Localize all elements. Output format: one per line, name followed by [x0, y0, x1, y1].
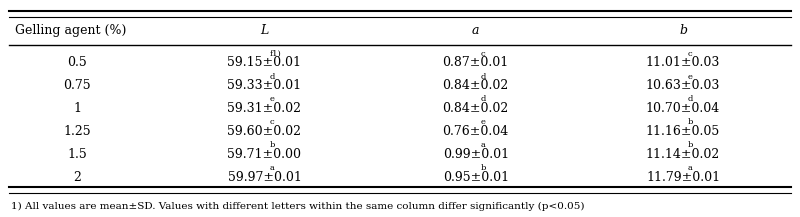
Text: 59.60±0.02: 59.60±0.02: [227, 125, 302, 138]
Text: b: b: [679, 24, 687, 37]
Text: e: e: [688, 72, 693, 81]
Text: a: a: [481, 141, 486, 149]
Text: 0.99±0.01: 0.99±0.01: [442, 148, 509, 161]
Text: 1.25: 1.25: [63, 125, 91, 138]
Text: c: c: [270, 118, 274, 126]
Text: 0.87±0.01: 0.87±0.01: [442, 56, 509, 69]
Text: 0.5: 0.5: [67, 56, 87, 69]
Text: 0.84±0.02: 0.84±0.02: [442, 79, 509, 92]
Text: 59.97±0.01: 59.97±0.01: [227, 171, 302, 184]
Text: 59.33±0.01: 59.33±0.01: [227, 79, 302, 92]
Text: f1): f1): [270, 49, 281, 58]
Text: a: a: [688, 164, 693, 172]
Text: c: c: [481, 49, 486, 58]
Text: c: c: [688, 49, 693, 58]
Text: 0.75: 0.75: [63, 79, 91, 92]
Text: e: e: [481, 118, 486, 126]
Text: L: L: [260, 24, 269, 37]
Text: 0.95±0.01: 0.95±0.01: [442, 171, 509, 184]
Text: 11.14±0.02: 11.14±0.02: [646, 148, 720, 161]
Text: b: b: [481, 164, 486, 172]
Text: 1.5: 1.5: [67, 148, 87, 161]
Text: 11.16±0.05: 11.16±0.05: [646, 125, 720, 138]
Text: Gelling agent (%): Gelling agent (%): [15, 24, 126, 37]
Text: 59.71±0.00: 59.71±0.00: [227, 148, 302, 161]
Text: 1) All values are mean±SD. Values with different letters within the same column : 1) All values are mean±SD. Values with d…: [11, 201, 585, 210]
Text: 59.31±0.02: 59.31±0.02: [227, 102, 302, 115]
Text: 2: 2: [73, 171, 81, 184]
Text: 11.79±0.01: 11.79±0.01: [646, 171, 720, 184]
Text: e: e: [270, 95, 274, 104]
Text: 10.63±0.03: 10.63±0.03: [646, 79, 720, 92]
Text: 0.84±0.02: 0.84±0.02: [442, 102, 509, 115]
Text: 0.76±0.04: 0.76±0.04: [442, 125, 509, 138]
Text: 1: 1: [73, 102, 81, 115]
Text: a: a: [472, 24, 479, 37]
Text: b: b: [688, 141, 694, 149]
Text: a: a: [270, 164, 274, 172]
Text: 11.01±0.03: 11.01±0.03: [646, 56, 720, 69]
Text: d: d: [481, 95, 486, 104]
Text: d: d: [481, 72, 486, 81]
Text: b: b: [270, 141, 274, 149]
Text: d: d: [270, 72, 274, 81]
Text: b: b: [688, 118, 694, 126]
Text: 59.15±0.01: 59.15±0.01: [227, 56, 302, 69]
Text: 10.70±0.04: 10.70±0.04: [646, 102, 720, 115]
Text: d: d: [688, 95, 694, 104]
